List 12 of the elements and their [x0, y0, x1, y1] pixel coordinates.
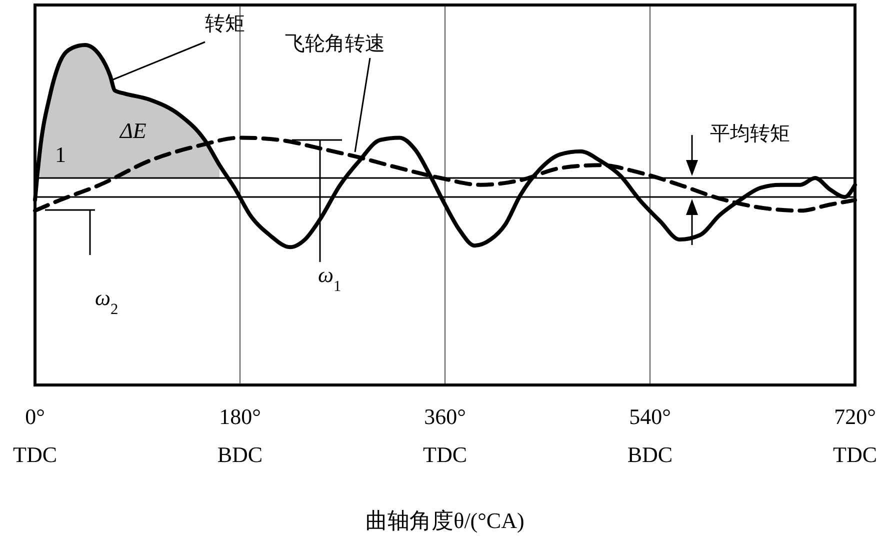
annotation: ΔE — [119, 118, 147, 143]
x-axis-title: 曲轴角度θ/(°CA) — [366, 508, 524, 533]
x-tick-label: 180° BDC — [217, 404, 263, 467]
x-tick-label: 540° BDC — [627, 404, 673, 467]
ref-line-label: 平均转矩 — [710, 123, 790, 145]
x-tick-label: 360° TDC — [423, 404, 467, 467]
x-tick-label: 720° TDC — [833, 404, 877, 467]
x-tick-label: 0° TDC — [13, 404, 57, 467]
text: ω$_{1}$ — [318, 262, 342, 294]
annotation: 1 — [55, 142, 66, 167]
text: 飞轮角转速 — [285, 33, 385, 55]
text: ω$_{2}$ — [95, 285, 118, 318]
